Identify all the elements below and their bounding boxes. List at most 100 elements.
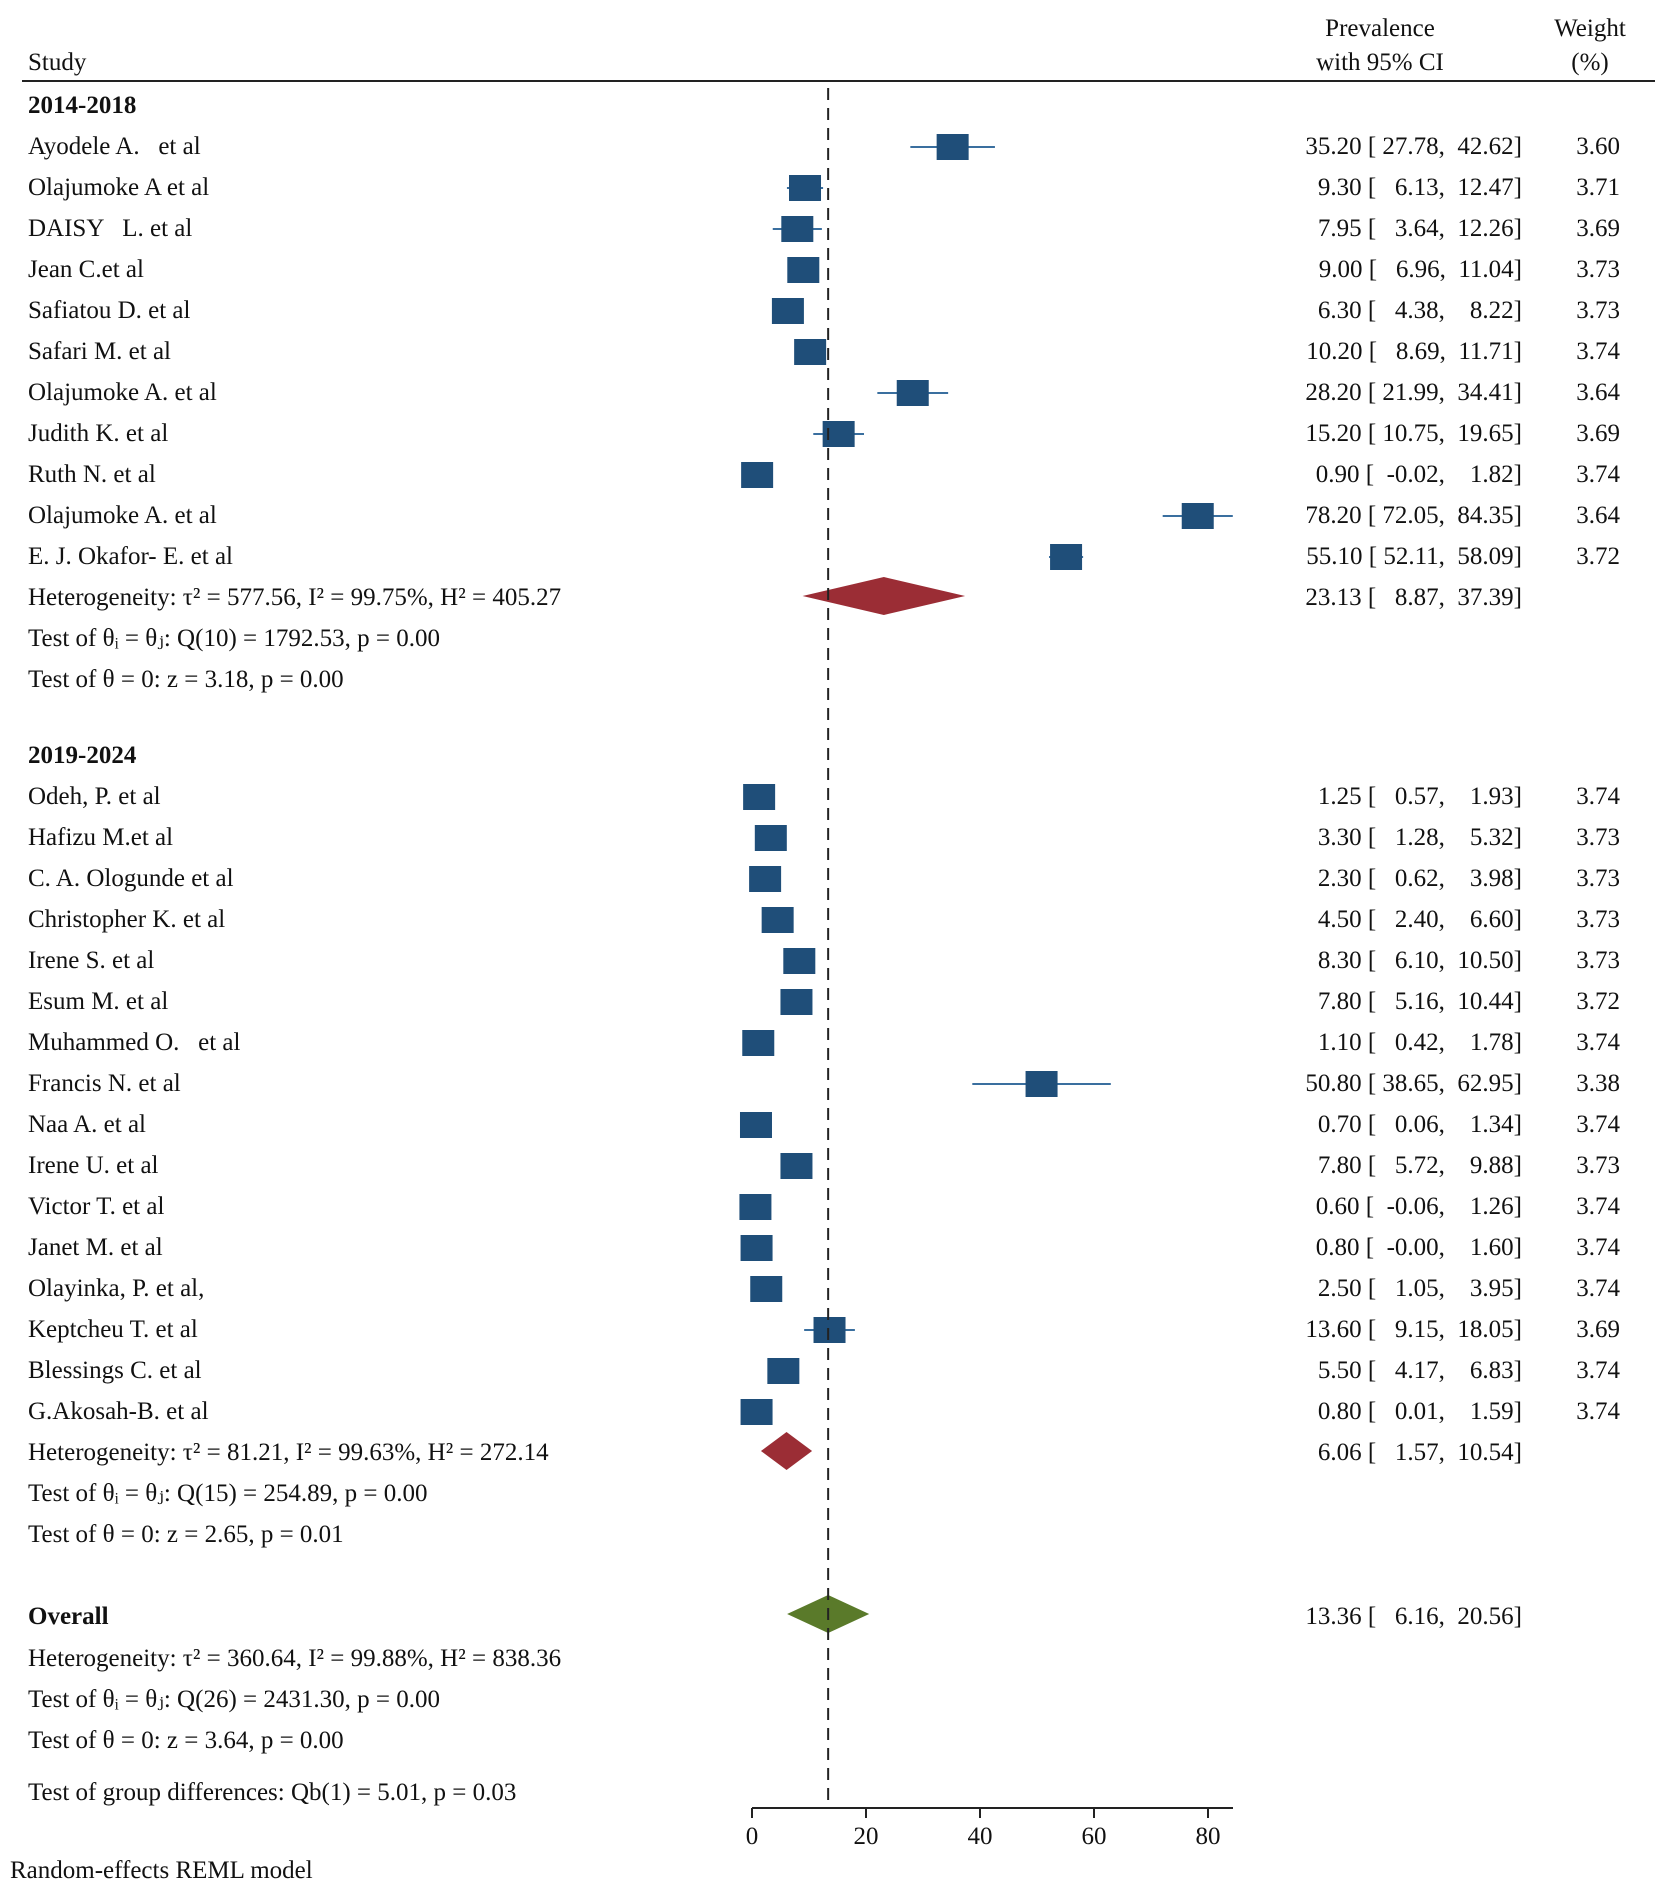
study-marker [787, 257, 820, 283]
study-ci: 0.90 [ -0.02, 1.82] [1315, 461, 1522, 488]
group-label: 2019-2024 [28, 742, 137, 769]
study-marker [767, 1358, 800, 1384]
study-name: Muhammed O. et al [28, 1029, 241, 1056]
study-name: Judith K. et al [28, 420, 169, 447]
study-name: Ruth N. et al [28, 461, 156, 488]
study-marker [1025, 1071, 1058, 1097]
study-weight: 3.71 [1576, 174, 1620, 201]
study-ci: 35.20 [ 27.78, 42.62] [1305, 133, 1522, 160]
study-name: Esum M. et al [28, 988, 169, 1015]
study-ci: 13.60 [ 9.15, 18.05] [1305, 1316, 1522, 1343]
group-differences-test: Test of group differences: Qb(1) = 5.01,… [28, 1779, 517, 1806]
study-marker [781, 216, 814, 242]
study-weight: 3.74 [1576, 1234, 1620, 1261]
study-marker [936, 134, 969, 160]
study-ci: 0.80 [ 0.01, 1.59] [1317, 1398, 1522, 1425]
study-marker [749, 866, 782, 892]
study-ci: 3.30 [ 1.28, 5.32] [1317, 824, 1522, 851]
study-marker [1181, 503, 1214, 529]
study-weight: 3.73 [1576, 297, 1620, 324]
study-weight: 3.74 [1576, 461, 1620, 488]
study-weight: 3.74 [1576, 1398, 1620, 1425]
study-marker [896, 380, 929, 406]
study-ci: 28.20 [ 21.99, 34.41] [1305, 379, 1522, 406]
study-name: G.Akosah-B. et al [28, 1398, 209, 1425]
study-weight: 3.74 [1576, 338, 1620, 365]
study-name: Irene U. et al [28, 1152, 159, 1179]
group-test-q: Test of θᵢ = θⱼ: Q(10) = 1792.53, p = 0.… [28, 625, 440, 652]
study-name: Naa A. et al [28, 1111, 147, 1138]
header-weight-line1: Weight [1554, 15, 1626, 42]
study-marker [740, 1235, 773, 1261]
group-summary-ci: 23.13 [ 8.87, 37.39] [1305, 584, 1522, 611]
study-marker [761, 907, 794, 933]
study-ci: 6.30 [ 4.38, 8.22] [1317, 297, 1522, 324]
study-weight: 3.73 [1576, 947, 1620, 974]
study-ci: 15.20 [ 10.75, 19.65] [1305, 420, 1522, 447]
study-ci: 2.30 [ 0.62, 3.98] [1317, 865, 1522, 892]
study-ci: 78.20 [ 72.05, 84.35] [1305, 502, 1522, 529]
study-marker [754, 825, 787, 851]
study-name: C. A. Ologunde et al [28, 865, 234, 892]
x-tick-label: 40 [968, 1823, 993, 1850]
study-ci: 1.25 [ 0.57, 1.93] [1317, 783, 1522, 810]
study-name: Blessings C. et al [28, 1357, 202, 1384]
study-name: Victor T. et al [28, 1193, 165, 1220]
study-marker [1050, 544, 1083, 570]
study-weight: 3.38 [1576, 1070, 1620, 1097]
study-marker [783, 948, 816, 974]
study-weight: 3.64 [1576, 502, 1620, 529]
overall-test-z: Test of θ = 0: z = 3.64, p = 0.00 [28, 1727, 344, 1754]
study-name: DAISY L. et al [28, 215, 193, 242]
study-ci: 5.50 [ 4.17, 6.83] [1317, 1357, 1522, 1384]
study-ci: 0.80 [ -0.00, 1.60] [1315, 1234, 1522, 1261]
group-test-z: Test of θ = 0: z = 2.65, p = 0.01 [28, 1521, 344, 1548]
study-marker [740, 1399, 773, 1425]
study-ci: 7.95 [ 3.64, 12.26] [1317, 215, 1522, 242]
x-tick-label: 20 [854, 1823, 879, 1850]
study-name: Francis N. et al [28, 1070, 181, 1097]
study-weight: 3.69 [1576, 1316, 1620, 1343]
study-ci: 1.10 [ 0.42, 1.78] [1317, 1029, 1522, 1056]
overall-test-q: Test of θᵢ = θⱼ: Q(26) = 2431.30, p = 0.… [28, 1686, 440, 1713]
study-ci: 0.70 [ 0.06, 1.34] [1317, 1111, 1522, 1138]
study-name: Safari M. et al [28, 338, 172, 365]
study-name: Olajumoke A et al [28, 174, 210, 201]
group-test-z: Test of θ = 0: z = 3.18, p = 0.00 [28, 666, 344, 693]
study-ci: 10.20 [ 8.69, 11.71] [1306, 338, 1522, 365]
study-ci: 2.50 [ 1.05, 3.95] [1317, 1275, 1522, 1302]
study-weight: 3.73 [1576, 865, 1620, 892]
x-tick-label: 60 [1082, 1823, 1107, 1850]
overall-ci: 13.36 [ 6.16, 20.56] [1305, 1603, 1522, 1630]
study-name: Irene S. et al [28, 947, 155, 974]
study-marker [780, 1153, 813, 1179]
study-ci: 8.30 [ 6.10, 10.50] [1317, 947, 1522, 974]
study-name: Odeh, P. et al [28, 783, 161, 810]
study-name: Keptcheu T. et al [28, 1316, 198, 1343]
study-ci: 4.50 [ 2.40, 6.60] [1317, 906, 1522, 933]
study-marker [771, 298, 804, 324]
overall-label: Overall [28, 1603, 109, 1630]
study-ci: 9.30 [ 6.13, 12.47] [1317, 174, 1522, 201]
overall-heterogeneity: Heterogeneity: τ² = 360.64, I² = 99.88%,… [28, 1645, 562, 1672]
study-weight: 3.73 [1576, 906, 1620, 933]
study-weight: 3.74 [1576, 1357, 1620, 1384]
study-ci: 7.80 [ 5.72, 9.88] [1317, 1152, 1522, 1179]
group-summary-diamond [760, 1432, 813, 1470]
study-name: Olayinka, P. et al, [28, 1275, 205, 1302]
x-tick-label: 80 [1196, 1823, 1221, 1850]
study-marker [739, 1194, 772, 1220]
group-summary-ci: 6.06 [ 1.57, 10.54] [1317, 1439, 1522, 1466]
study-weight: 3.72 [1576, 543, 1620, 570]
group-label: 2014-2018 [28, 92, 137, 119]
study-weight: 3.74 [1576, 1275, 1620, 1302]
study-marker [750, 1276, 783, 1302]
header-prevalence-line1: Prevalence [1325, 15, 1435, 42]
study-weight: 3.60 [1576, 133, 1620, 160]
study-marker [739, 1112, 772, 1138]
study-weight: 3.74 [1576, 1111, 1620, 1138]
study-ci: 50.80 [ 38.65, 62.95] [1305, 1070, 1522, 1097]
study-weight: 3.74 [1576, 1193, 1620, 1220]
